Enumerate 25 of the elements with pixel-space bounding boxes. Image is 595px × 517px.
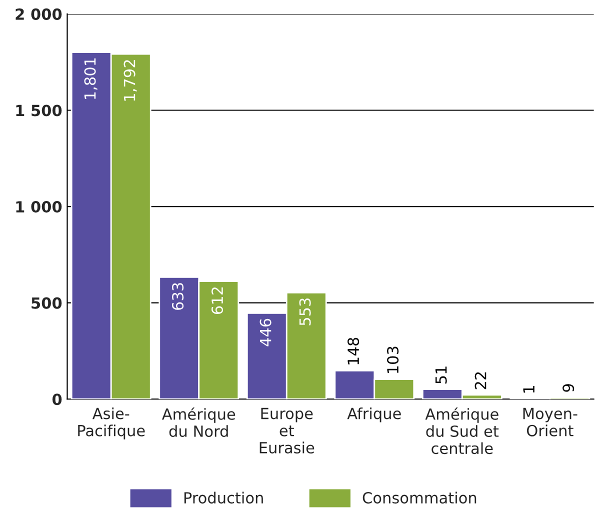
- x-tick-label: Amérique du Sud et centrale: [425, 407, 499, 454]
- data-label: 1,801: [84, 58, 98, 99]
- y-tick-label: 0: [52, 394, 62, 406]
- data-label: 633: [172, 283, 184, 310]
- legend-label: Production: [184, 492, 263, 504]
- data-label: 148: [348, 338, 360, 364]
- data-label: 51: [435, 366, 447, 384]
- data-label: 553: [299, 298, 311, 326]
- data-label: 103: [387, 346, 399, 373]
- y-tick-label: 2 000: [16, 8, 62, 20]
- x-tick-label: Afrique: [347, 407, 401, 422]
- y-tick-label: 1 500: [16, 104, 62, 116]
- y-tick-label: 1 000: [16, 201, 62, 213]
- x-tick-label: Europe et Eurasie: [260, 408, 314, 454]
- legend-label: Consommation: [362, 492, 476, 504]
- data-label: 9: [562, 384, 574, 392]
- data-label: 1,792: [124, 60, 137, 101]
- data-label: 612: [212, 287, 224, 314]
- x-tick-label: Moyen- Orient: [523, 408, 578, 436]
- data-label: 22: [474, 372, 486, 390]
- x-tick-label: Asie- Pacifique: [78, 407, 145, 440]
- x-tick-label: Amérique du Nord: [162, 407, 236, 437]
- data-label: 446: [260, 318, 272, 346]
- y-tick-label: 500: [32, 297, 62, 309]
- data-label: 1: [523, 386, 534, 393]
